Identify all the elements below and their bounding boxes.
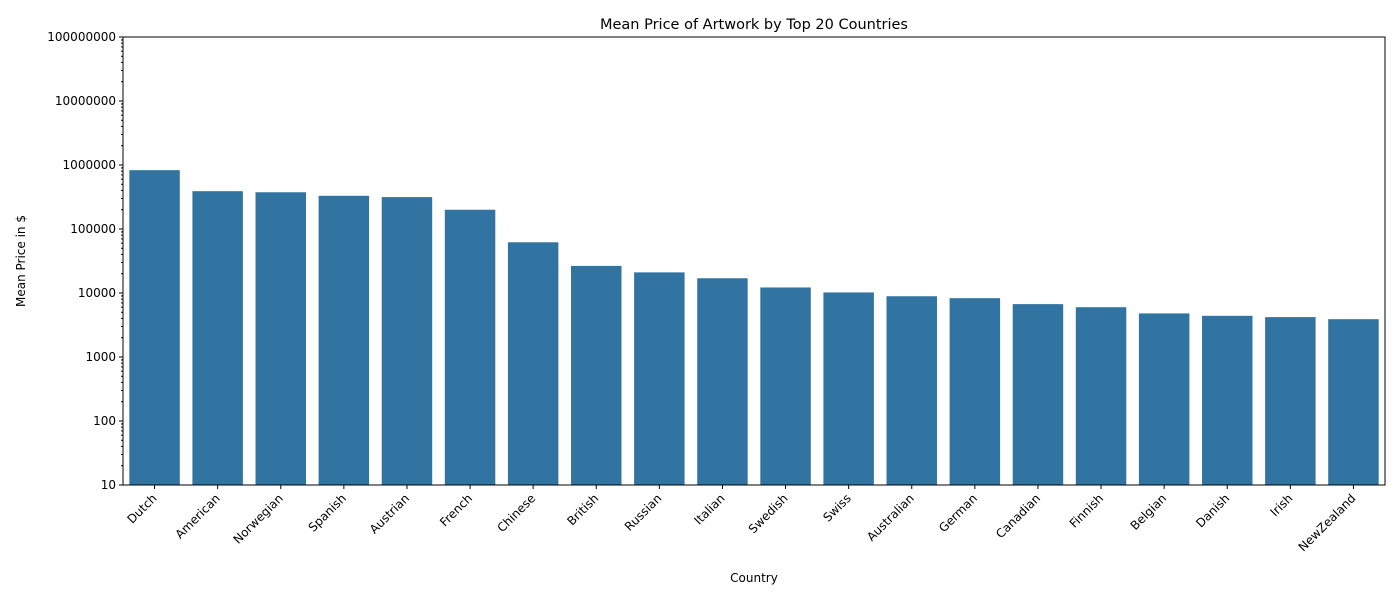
y-tick-label: 10000 xyxy=(78,286,116,300)
y-tick-label: 1000 xyxy=(85,350,116,364)
bars-group xyxy=(129,170,1379,486)
bar-british xyxy=(571,265,622,485)
y-axis-ticks: 10 100 1000 10000 100000 1000000 10000000 10000… xyxy=(47,30,123,492)
bar-italian xyxy=(697,278,748,485)
y-tick-label: 100000000 xyxy=(47,30,116,44)
x-axis-title: Country xyxy=(730,571,778,585)
bar-dutch xyxy=(129,170,180,485)
bar-american xyxy=(192,191,243,485)
y-tick-label: 100000 xyxy=(70,222,116,236)
bar-austrian xyxy=(381,197,433,485)
y-tick-label: 1000000 xyxy=(63,158,116,172)
bar-spanish xyxy=(318,195,370,485)
y-axis-title: Mean Price in $ xyxy=(14,215,28,307)
bar-australian xyxy=(886,296,937,485)
bar-irish xyxy=(1265,317,1316,485)
bar-danish xyxy=(1202,315,1253,485)
chart-title: Mean Price of Artwork by Top 20 Countrie… xyxy=(600,17,908,33)
bar-canadian xyxy=(1012,304,1064,485)
plot-frame xyxy=(122,36,1386,486)
y-tick-label: 10000000 xyxy=(55,94,116,108)
bar-russian xyxy=(634,272,685,485)
bar-german xyxy=(949,298,1001,485)
bar-finnish xyxy=(1075,307,1127,485)
bar-chinese xyxy=(507,242,559,485)
bar-french xyxy=(444,209,496,486)
bar-swedish xyxy=(760,287,811,485)
bar-belgian xyxy=(1138,313,1190,485)
bar-swiss xyxy=(823,292,874,485)
y-tick-label: 100 xyxy=(93,414,116,428)
bar-newzealand xyxy=(1328,319,1379,485)
y-tick-label: 10 xyxy=(101,478,116,492)
bar-norwegian xyxy=(255,192,306,485)
